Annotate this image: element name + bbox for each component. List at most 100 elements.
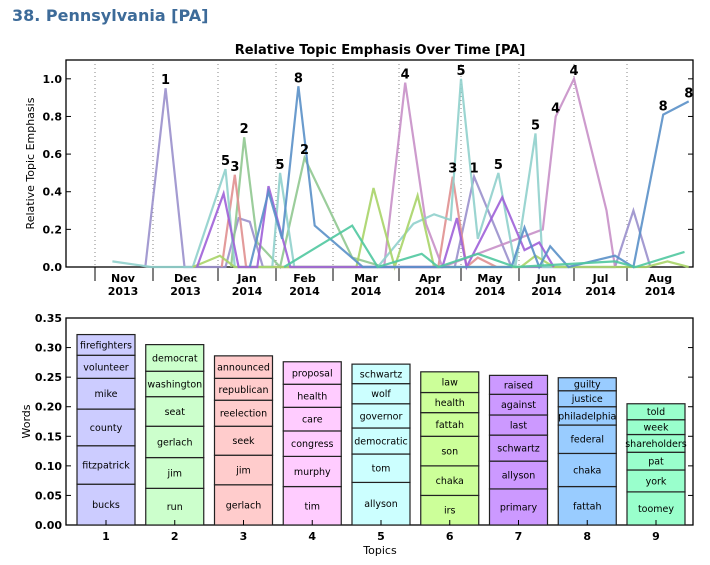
x-tick-label: 9 — [652, 530, 660, 543]
y-axis-label: Words — [20, 404, 33, 438]
bar-segment-word: fattah — [436, 420, 464, 431]
bar-segment-word: son — [441, 447, 458, 458]
bar-segment-washington — [145, 370, 205, 398]
bar-segment-run — [145, 487, 205, 526]
bar-segment-word: pat — [648, 457, 664, 468]
x-tick-label-month: Feb — [293, 272, 316, 285]
bar-segment-word: primary — [500, 502, 538, 513]
x-tick-label: 2 — [171, 530, 179, 543]
bar-segment-fattah — [557, 485, 617, 526]
peak-label: 1 — [470, 162, 479, 177]
bar-segment-word: schwartz — [360, 369, 402, 380]
bar-segment-word: proposal — [292, 369, 333, 380]
bar-segment-word: told — [647, 407, 665, 418]
x-tick-label-year: 2014 — [531, 285, 562, 298]
x-tick-label-year: 2014 — [585, 285, 616, 298]
peak-label: 2 — [240, 122, 249, 137]
bar-segment-word: tim — [304, 501, 320, 512]
bar-segment-word: guilty — [574, 380, 601, 391]
bar-segment-governor — [351, 403, 411, 429]
bar-segment-gerlach — [145, 425, 205, 459]
bar-segment-word: jim — [235, 465, 251, 476]
peak-label: 8 — [659, 100, 668, 115]
x-tick-label: 1 — [102, 530, 110, 543]
bar-segment-word: york — [646, 476, 667, 487]
x-tick-label-year: 2014 — [232, 285, 263, 298]
bar-segment-word: democrat — [152, 353, 198, 364]
y-tick-label: 0.15 — [35, 430, 62, 443]
bar-segment-raised — [488, 374, 549, 395]
bar-segment-word: allyson — [502, 471, 536, 482]
y-axis-label: Relative Topic Emphasis — [24, 97, 37, 229]
bar-segment-word: murphy — [294, 467, 331, 478]
bar-segment-word: fattah — [573, 501, 601, 512]
peak-label: 5 — [456, 64, 465, 79]
bar-segment-word: jim — [166, 468, 182, 479]
bar-segment-congress — [282, 430, 342, 457]
bar-segment-word: seat — [165, 407, 186, 418]
bar-segment-tim — [282, 485, 342, 526]
x-tick-label-month: Mar — [354, 272, 378, 285]
peak-label: 2 — [300, 143, 309, 158]
x-tick-label-year: 2014 — [289, 285, 320, 298]
y-tick-label: 0.6 — [43, 148, 63, 161]
bar-segment-mike — [76, 377, 136, 410]
bar-segment-word: law — [442, 378, 458, 389]
y-tick-label: 0.10 — [35, 460, 62, 473]
bar-segment-primary — [488, 488, 549, 526]
y-tick-label: 0.25 — [35, 371, 62, 384]
bar-segment-son — [420, 435, 480, 467]
peak-label: 5 — [494, 158, 503, 173]
bar-segment-allyson — [488, 460, 549, 490]
bar-segment-word: bucks — [92, 500, 120, 511]
bar-segment-word: democratic — [354, 437, 407, 448]
bar-segment-word: allyson — [364, 499, 398, 510]
bar-segment-schwartz — [351, 363, 411, 385]
bar-segment-word: seek — [232, 436, 255, 447]
bar-segment-told — [626, 403, 686, 421]
x-tick-label-month: Apr — [419, 272, 441, 285]
x-tick-label: 3 — [240, 530, 248, 543]
x-tick-label-year: 2013 — [170, 285, 201, 298]
y-tick-label: 0.05 — [35, 489, 62, 502]
bar-segment-fitzpatrick — [76, 445, 136, 485]
bar-segment-word: gerlach — [226, 500, 262, 511]
bar-segment-word: raised — [504, 380, 533, 391]
peak-label: 4 — [569, 64, 578, 79]
bar-segment-firefighters — [76, 333, 136, 356]
y-tick-label: 0.00 — [35, 519, 62, 532]
bar-segment-word: health — [297, 391, 327, 402]
x-tick-label-month: Aug — [648, 272, 672, 285]
y-tick-label: 0.2 — [43, 223, 63, 236]
bar-segment-word: against — [501, 400, 536, 411]
peak-label: 4 — [551, 101, 560, 116]
series-line-topic-9 — [283, 224, 685, 269]
bar-segment-word: justice — [571, 394, 603, 405]
bar-segment-democrat — [145, 344, 205, 372]
bar-segment-word: last — [510, 421, 527, 432]
peak-label: 5 — [531, 118, 540, 133]
x-tick-label-month: Jul — [592, 272, 609, 285]
bar-segment-federal — [557, 424, 617, 455]
bar-segment-word: volunteer — [83, 362, 129, 373]
bar-segment-word: care — [302, 415, 323, 426]
x-tick-label-month: Dec — [174, 272, 197, 285]
bar-segment-word: schwartz — [497, 444, 539, 455]
bar-segment-word: chaka — [436, 476, 464, 487]
bar-segment-word: chaka — [573, 465, 601, 476]
bar-segment-word: irs — [444, 506, 456, 517]
bar-segment-proposal — [282, 361, 342, 385]
peak-label: 4 — [401, 68, 410, 83]
bar-segment-allyson — [351, 481, 411, 526]
peak-label: 3 — [448, 162, 457, 177]
bar-segment-murphy — [282, 455, 342, 488]
line-chart-plot-area — [65, 59, 694, 268]
bar-segment-chaka — [557, 452, 617, 488]
bar-segment-democratic — [351, 427, 411, 455]
bar-segment-word: fitzpatrick — [82, 460, 130, 471]
y-tick-label: 1.0 — [43, 73, 63, 86]
bar-segment-word: county — [90, 423, 123, 434]
peak-label: 5 — [276, 158, 285, 173]
x-tick-label-year: 2014 — [475, 285, 506, 298]
